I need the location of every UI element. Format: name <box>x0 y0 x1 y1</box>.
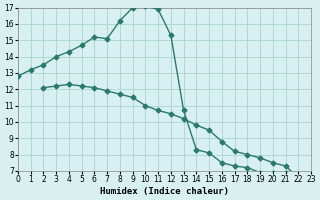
X-axis label: Humidex (Indice chaleur): Humidex (Indice chaleur) <box>100 187 229 196</box>
